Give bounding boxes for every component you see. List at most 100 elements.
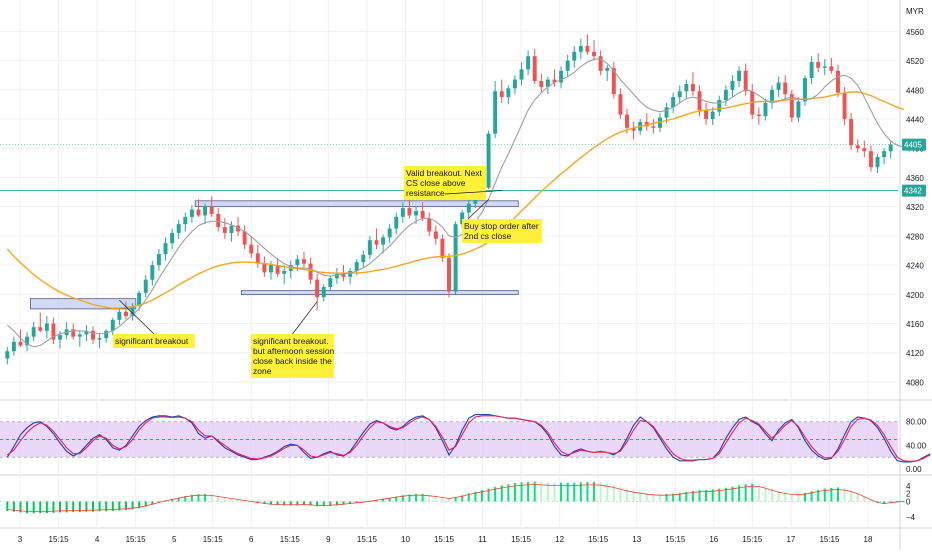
macd-bar bbox=[408, 494, 411, 502]
candle-body bbox=[328, 278, 333, 287]
macd-bar bbox=[843, 488, 846, 502]
note-afternoon-session-pointer bbox=[292, 301, 318, 335]
candle-body bbox=[269, 265, 273, 273]
note-afternoon-session-text: significant breakout. bbox=[253, 336, 329, 346]
candle-body bbox=[400, 208, 405, 217]
candle-body bbox=[163, 243, 168, 255]
candle-body bbox=[427, 218, 432, 232]
note-valid-breakout-text: Valid breakout. Next bbox=[406, 168, 483, 178]
candle-body bbox=[104, 330, 109, 339]
macd-bar bbox=[322, 501, 325, 507]
macd-bar bbox=[632, 490, 635, 502]
candle-body bbox=[486, 133, 491, 188]
macd-bar bbox=[691, 490, 694, 502]
macd-bar bbox=[12, 501, 15, 512]
time-tick-label: 15:15 bbox=[203, 535, 224, 544]
macd-bar bbox=[151, 501, 154, 505]
candle-body bbox=[512, 79, 517, 89]
macd-bar bbox=[797, 493, 800, 502]
note-afternoon-session-text: zone bbox=[253, 366, 272, 376]
candle-body bbox=[605, 67, 610, 71]
candle-body bbox=[183, 216, 188, 225]
macd-bar bbox=[593, 481, 596, 502]
macd-bar bbox=[751, 483, 754, 502]
note-buy-stop-pointer bbox=[467, 199, 489, 220]
candle-body bbox=[44, 323, 49, 331]
macd-bar bbox=[316, 501, 319, 507]
macd-bar bbox=[513, 483, 516, 502]
time-tick-label: 15:15 bbox=[49, 535, 70, 544]
candle-body bbox=[58, 335, 63, 340]
macd-bar bbox=[395, 496, 398, 502]
candle-body bbox=[822, 66, 827, 68]
time-tick-label: 17 bbox=[786, 535, 795, 544]
macd-bar bbox=[856, 492, 859, 502]
candle-body bbox=[829, 66, 834, 71]
candle-body bbox=[71, 329, 76, 337]
candle-body bbox=[796, 101, 801, 118]
macd-bar bbox=[560, 482, 563, 502]
candle-body bbox=[447, 257, 451, 292]
candle-body bbox=[690, 83, 695, 92]
note-afternoon-session-box bbox=[251, 334, 334, 378]
macd-bar bbox=[52, 501, 55, 513]
candle-body bbox=[526, 56, 531, 70]
macd-bar bbox=[553, 482, 556, 502]
macd-bar bbox=[744, 484, 747, 502]
candle-body bbox=[249, 244, 254, 254]
candle-body bbox=[789, 94, 794, 118]
price-tick-label: 4520 bbox=[906, 57, 924, 66]
macd-bar bbox=[296, 501, 299, 506]
macd-bar bbox=[599, 482, 602, 502]
macd-bar bbox=[26, 501, 29, 514]
candle-body bbox=[684, 83, 689, 92]
price-tick-label: 4560 bbox=[906, 28, 924, 37]
macd-bar bbox=[270, 501, 272, 505]
macd-bar bbox=[302, 501, 305, 506]
time-tick-label: 5 bbox=[172, 535, 177, 544]
candle-body bbox=[559, 70, 564, 83]
candle-body bbox=[216, 213, 221, 228]
price-tags: 4405 4342 bbox=[902, 138, 926, 197]
macd-bar bbox=[421, 494, 424, 502]
macd-histogram bbox=[0, 481, 905, 514]
candle-body bbox=[97, 338, 102, 340]
candle-body bbox=[414, 211, 419, 216]
candle-body bbox=[651, 126, 656, 128]
macd-bar bbox=[619, 487, 622, 502]
macd-bar bbox=[349, 501, 352, 504]
stoch-d-line bbox=[6, 415, 931, 462]
candle-body bbox=[130, 305, 135, 317]
ma-slow-line bbox=[6, 91, 905, 309]
note-significant-breakout-pointer bbox=[119, 299, 155, 335]
note-significant-breakout-box bbox=[113, 334, 195, 348]
macd-bar bbox=[92, 501, 94, 512]
candle-body bbox=[499, 91, 504, 98]
price-tick-label: 4200 bbox=[906, 291, 924, 300]
candle-body bbox=[170, 232, 175, 244]
macd-bar bbox=[757, 483, 760, 502]
candle-body bbox=[453, 224, 458, 292]
candle-body bbox=[110, 319, 115, 331]
candle-body bbox=[420, 211, 425, 219]
candle-body bbox=[460, 212, 465, 225]
macd-bar bbox=[85, 501, 88, 512]
candle-body bbox=[18, 341, 23, 346]
candle-body bbox=[875, 156, 880, 168]
stochastic-oscillator bbox=[6, 414, 931, 463]
macd-bar bbox=[665, 494, 668, 502]
candle-body bbox=[671, 97, 676, 108]
macd-bar bbox=[461, 495, 464, 502]
candle-body bbox=[229, 225, 234, 233]
macd-bar bbox=[487, 488, 490, 502]
candle-body bbox=[835, 70, 840, 93]
macd-bar bbox=[771, 488, 774, 502]
candle-body bbox=[710, 111, 715, 120]
currency-label: MYR bbox=[906, 7, 924, 16]
macd-bar bbox=[105, 501, 108, 512]
time-tick-label: 10 bbox=[401, 535, 410, 544]
macd-bar bbox=[415, 494, 418, 502]
macd-bar bbox=[309, 501, 312, 506]
